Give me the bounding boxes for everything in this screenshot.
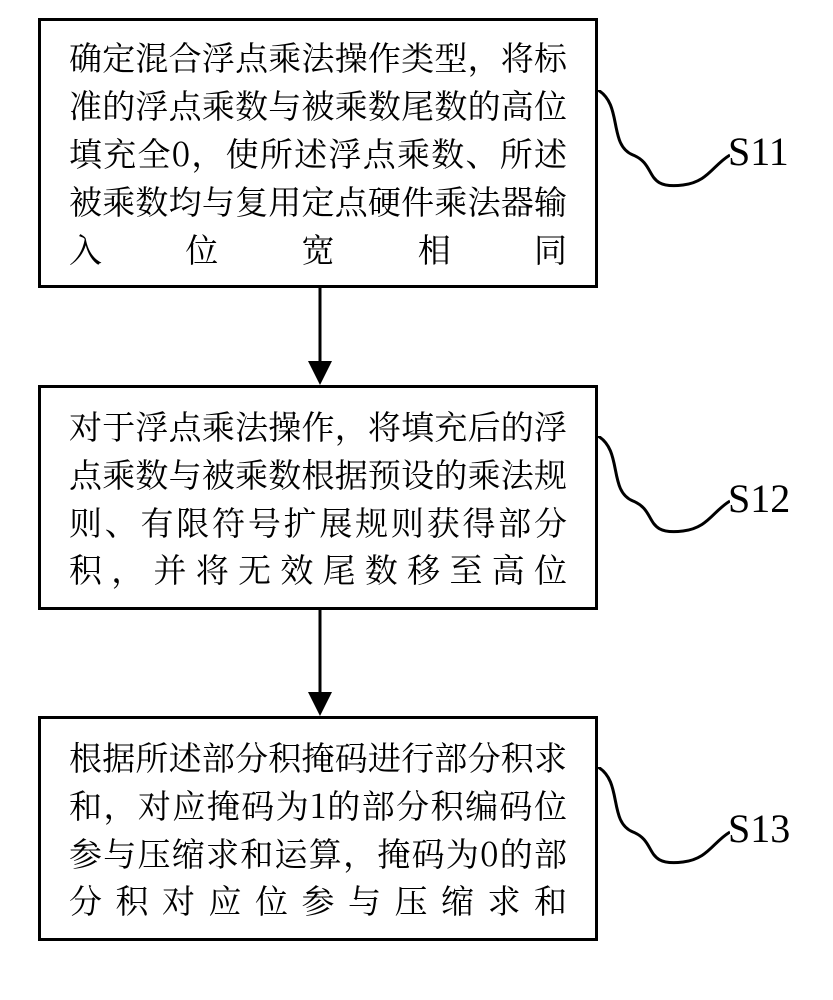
flow-node-s11: 确定混合浮点乘法操作类型，将标准的浮点乘数与被乘数尾数的高位填充全0，使所述浮点… [38, 18, 598, 288]
arrow-s12-s13 [300, 610, 340, 716]
connector-s11 [598, 90, 730, 200]
flow-node-s11-text: 确定混合浮点乘法操作类型，将标准的浮点乘数与被乘数尾数的高位填充全0，使所述浮点… [69, 33, 567, 272]
label-s12: S12 [728, 475, 790, 522]
flow-node-s12: 对于浮点乘法操作，将填充后的浮点乘数与被乘数根据预设的乘法规则、有限符号扩展规则… [38, 385, 598, 610]
flow-node-s13-text: 根据所述部分积掩码进行部分积求和，对应掩码为1的部分积编码位参与压缩求和运算，掩… [69, 733, 567, 924]
connector-s13 [598, 767, 730, 877]
label-s13: S13 [728, 805, 790, 852]
label-s11: S11 [728, 128, 789, 175]
arrow-s11-s12 [300, 288, 340, 385]
connector-s12 [598, 436, 730, 546]
flow-node-s13: 根据所述部分积掩码进行部分积求和，对应掩码为1的部分积编码位参与压缩求和运算，掩… [38, 716, 598, 941]
flowchart-canvas: 确定混合浮点乘法操作类型，将标准的浮点乘数与被乘数尾数的高位填充全0，使所述浮点… [0, 0, 833, 1000]
flow-node-s12-text: 对于浮点乘法操作，将填充后的浮点乘数与被乘数根据预设的乘法规则、有限符号扩展规则… [69, 402, 567, 593]
